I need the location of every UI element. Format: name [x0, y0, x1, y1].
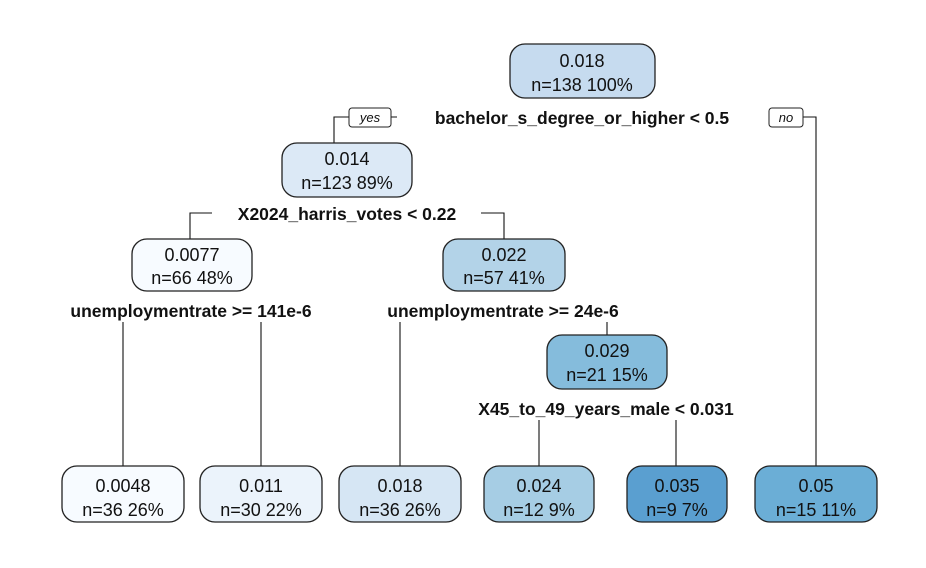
- split-label-n4: unemploymentrate >= 141e-6: [70, 301, 311, 321]
- split-label-n11: X45_to_49_years_male < 0.031: [478, 399, 734, 419]
- node-n11-stats: n=21 15%: [566, 365, 648, 385]
- node-n23-value: 0.035: [654, 476, 699, 496]
- node-n3-box: [754, 465, 878, 523]
- node-n5: 0.022 n=57 41%: [442, 238, 566, 292]
- node-n5-box: [442, 238, 566, 292]
- node-n2: 0.014 n=123 89%: [281, 142, 413, 198]
- yes-tag: yes: [348, 107, 392, 128]
- node-root-value: 0.018: [559, 51, 604, 71]
- node-n4: 0.0077 n=66 48%: [131, 238, 253, 292]
- node-n23-box: [626, 465, 728, 523]
- node-n22-stats: n=12 9%: [503, 500, 575, 520]
- node-n9-stats: n=30 22%: [220, 500, 302, 520]
- node-n10-stats: n=36 26%: [359, 500, 441, 520]
- no-tag: no: [768, 107, 804, 128]
- node-n22: 0.024 n=12 9%: [483, 465, 595, 523]
- edge-n2-left: [189, 212, 212, 239]
- split-label-n5: unemploymentrate >= 24e-6: [387, 301, 619, 321]
- node-n9: 0.011 n=30 22%: [199, 465, 323, 523]
- node-n22-value: 0.024: [516, 476, 561, 496]
- yes-label: yes: [359, 110, 381, 125]
- node-n11-value: 0.029: [584, 341, 629, 361]
- node-n9-value: 0.011: [239, 476, 283, 496]
- node-n10-box: [338, 465, 462, 523]
- node-n3-stats: n=15 11%: [776, 500, 856, 520]
- edge-root-no: [769, 116, 817, 466]
- edge-n2-right: [481, 212, 505, 239]
- node-n4-value: 0.0077: [164, 245, 219, 265]
- node-n9-box: [199, 465, 323, 523]
- split-label-root: bachelor_s_degree_or_higher < 0.5: [435, 108, 730, 128]
- node-n8-box: [61, 465, 185, 523]
- node-n8: 0.0048 n=36 26%: [61, 465, 185, 523]
- node-n3-value: 0.05: [798, 476, 833, 496]
- node-n10: 0.018 n=36 26%: [338, 465, 462, 523]
- node-root-box: [509, 43, 656, 99]
- node-n23: 0.035 n=9 7%: [626, 465, 728, 523]
- node-n2-box: [281, 142, 413, 198]
- node-n23-stats: n=9 7%: [646, 500, 708, 520]
- node-n2-stats: n=123 89%: [301, 173, 393, 193]
- node-n8-stats: n=36 26%: [82, 500, 164, 520]
- node-n8-value: 0.0048: [95, 476, 150, 496]
- node-n3: 0.05 n=15 11%: [754, 465, 878, 523]
- node-n2-value: 0.014: [324, 149, 369, 169]
- node-n22-box: [483, 465, 595, 523]
- node-n4-stats: n=66 48%: [151, 268, 233, 288]
- node-n5-stats: n=57 41%: [463, 268, 545, 288]
- node-n5-value: 0.022: [481, 245, 526, 265]
- node-n4-box: [131, 238, 253, 292]
- node-n11: 0.029 n=21 15%: [546, 334, 668, 390]
- node-root-stats: n=138 100%: [531, 75, 633, 95]
- split-label-n2: X2024_harris_votes < 0.22: [238, 204, 457, 224]
- node-n10-value: 0.018: [377, 476, 422, 496]
- node-n11-box: [546, 334, 668, 390]
- node-root: 0.018 n=138 100%: [509, 43, 656, 99]
- no-label: no: [779, 110, 793, 125]
